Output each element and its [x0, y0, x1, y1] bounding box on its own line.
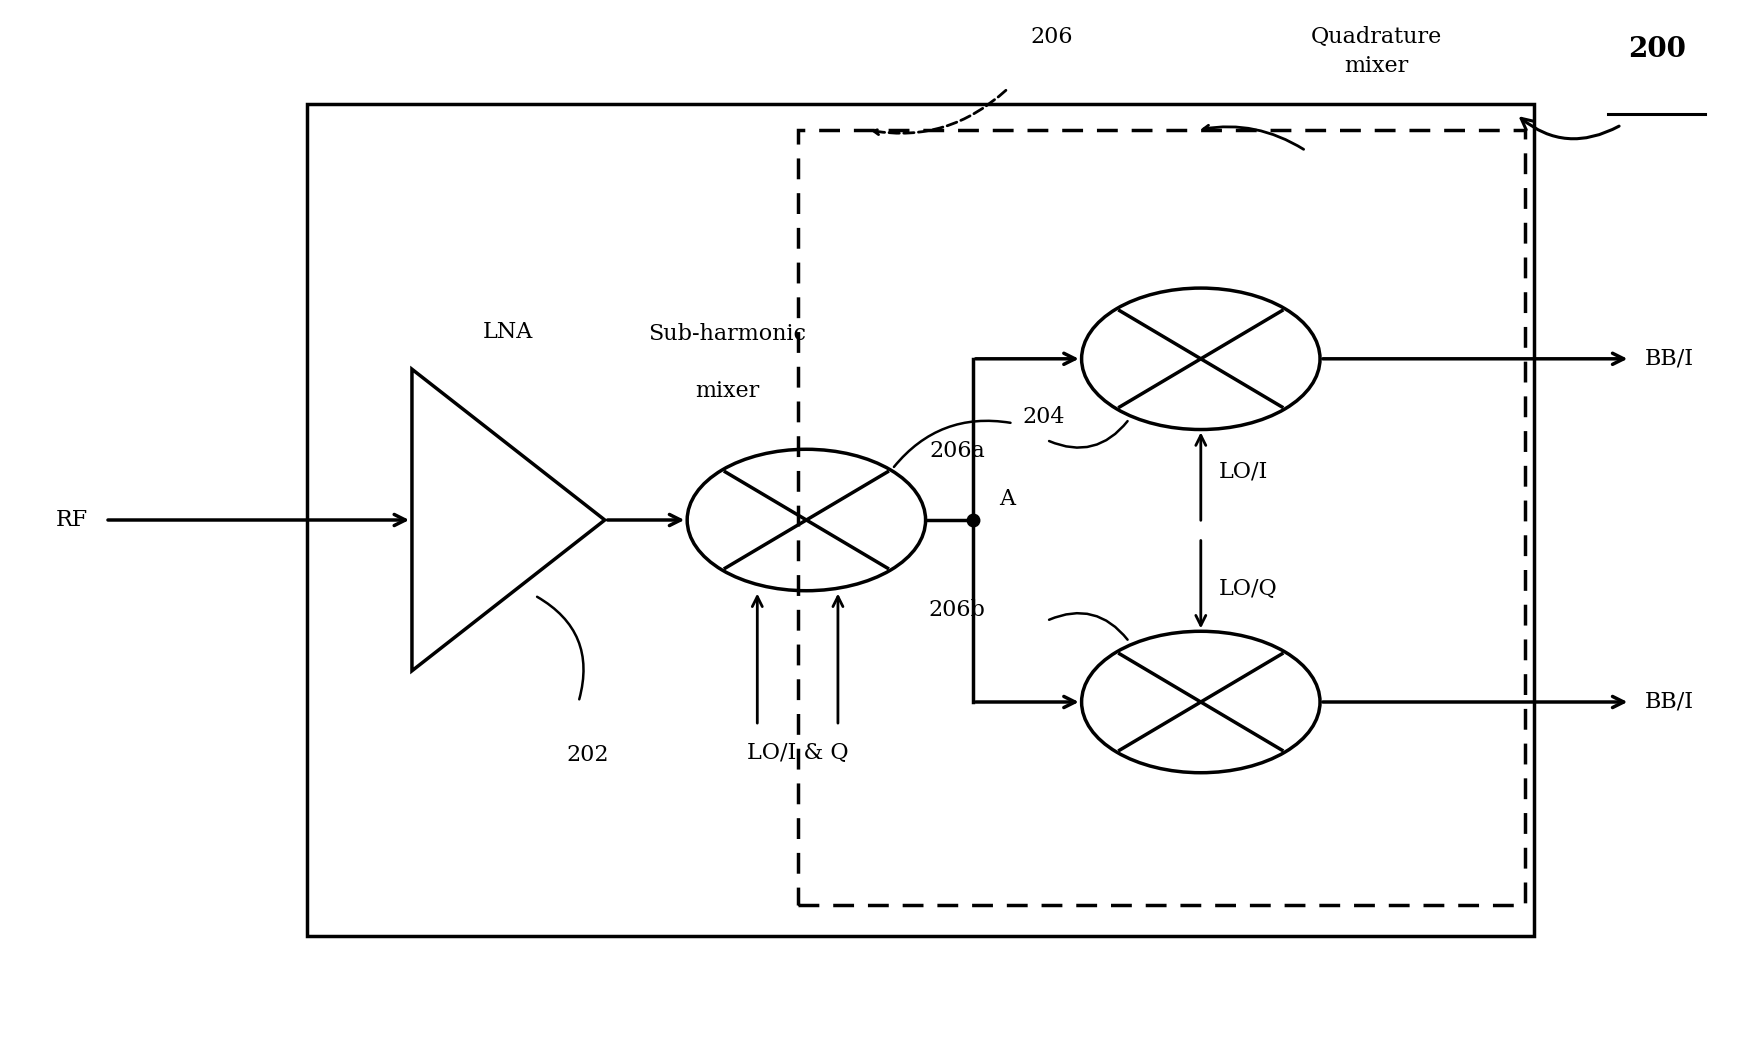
- Text: 202: 202: [566, 744, 608, 765]
- Text: A: A: [999, 488, 1015, 510]
- Text: BB/I: BB/I: [1644, 691, 1693, 713]
- Text: Sub-harmonic: Sub-harmonic: [649, 323, 806, 345]
- Text: RF: RF: [56, 509, 88, 531]
- Text: 206b: 206b: [929, 599, 985, 621]
- Text: 200: 200: [1627, 36, 1686, 63]
- Bar: [798, 130, 1525, 905]
- Text: BB/I: BB/I: [1644, 347, 1693, 370]
- Text: mixer: mixer: [696, 381, 759, 402]
- Text: 206a: 206a: [929, 440, 985, 462]
- Text: 204: 204: [1022, 407, 1064, 428]
- Text: Quadrature
mixer: Quadrature mixer: [1311, 26, 1441, 77]
- Text: LO/I & Q: LO/I & Q: [747, 742, 848, 763]
- Text: LO/Q: LO/Q: [1218, 578, 1278, 600]
- Text: LNA: LNA: [484, 321, 533, 343]
- Text: 206: 206: [1031, 26, 1073, 48]
- Text: LO/I: LO/I: [1218, 461, 1267, 483]
- Bar: [307, 104, 1534, 936]
